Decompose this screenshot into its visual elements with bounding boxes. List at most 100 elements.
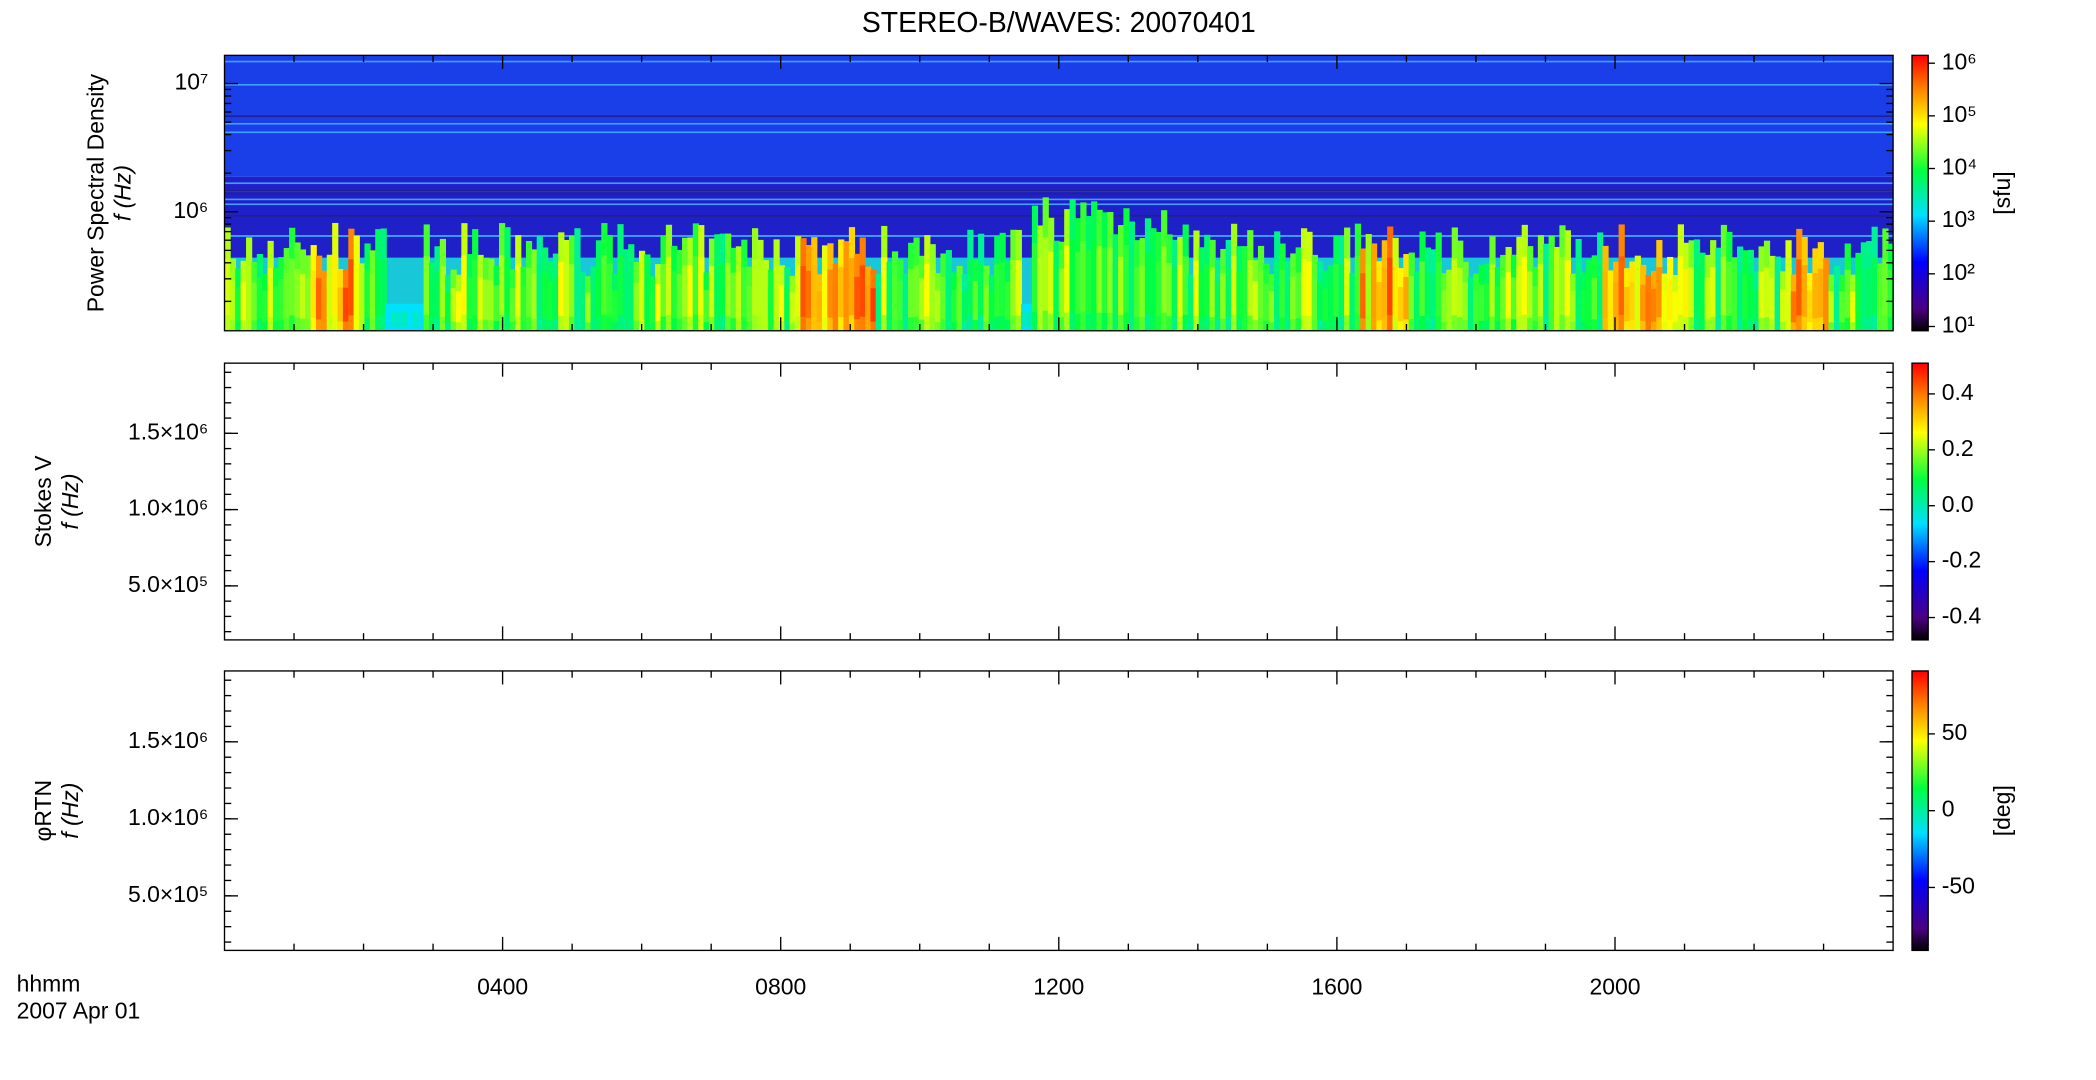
spectrogram-core bbox=[935, 290, 942, 323]
spectrogram-core bbox=[1806, 290, 1814, 323]
y-tick-label: 1.0×10⁶ bbox=[128, 495, 208, 521]
colorbar-tick-label: 10¹ bbox=[1942, 312, 1976, 338]
spectrogram-core bbox=[423, 256, 430, 315]
spectrogram-core bbox=[1177, 265, 1184, 317]
spectrogram-core bbox=[961, 290, 969, 323]
spectrogram-core bbox=[1295, 272, 1302, 319]
spectrogram-core bbox=[1704, 277, 1711, 320]
spectrogram-core bbox=[1290, 276, 1297, 320]
spectrogram-core bbox=[1257, 271, 1265, 319]
spectrogram-core bbox=[1123, 244, 1130, 313]
spectrogram-core bbox=[563, 267, 570, 318]
spectrogram-core bbox=[1510, 277, 1518, 320]
spectrogram-core bbox=[1575, 266, 1582, 317]
spectrogram-core bbox=[988, 291, 996, 323]
spectrogram-core bbox=[1623, 286, 1631, 322]
spectrogram-core bbox=[520, 285, 527, 322]
spectrogram-core bbox=[1354, 255, 1362, 315]
spectrogram-core bbox=[1247, 260, 1254, 316]
y-axis-label: φRTN bbox=[30, 780, 56, 842]
spectrogram-core bbox=[1284, 281, 1292, 321]
spectrogram-core bbox=[1392, 265, 1399, 317]
spectrogram-core bbox=[870, 288, 877, 322]
spectrogram-core bbox=[1543, 269, 1550, 318]
spectrogram-core bbox=[283, 272, 290, 319]
spectrogram-core bbox=[1559, 256, 1566, 315]
spectrogram-core bbox=[1446, 288, 1453, 322]
spectrogram-core bbox=[649, 292, 656, 323]
spectrogram-core bbox=[1037, 257, 1044, 315]
spectrogram-core bbox=[1640, 284, 1647, 321]
spectrogram-core bbox=[617, 256, 624, 315]
plot-frame bbox=[223, 670, 1894, 952]
spectrogram-core bbox=[229, 280, 237, 320]
spectrogram-core bbox=[1602, 271, 1609, 319]
x-tick-label: 0800 bbox=[755, 973, 806, 999]
spectrogram-core bbox=[316, 278, 323, 320]
spectrogram-core bbox=[342, 287, 350, 322]
spectrogram-core bbox=[525, 267, 533, 318]
spectrogram-core bbox=[757, 267, 764, 318]
spectrogram-core bbox=[493, 285, 500, 322]
spectrogram-line bbox=[224, 198, 1894, 201]
spectrogram-core bbox=[1553, 272, 1561, 319]
spectrogram-core bbox=[1597, 261, 1604, 317]
spectrogram-core bbox=[1263, 283, 1270, 321]
spectrogram-core bbox=[1656, 267, 1663, 318]
spectrogram-line bbox=[224, 182, 1894, 185]
spectrogram-core bbox=[908, 269, 915, 318]
spectrogram-core bbox=[1279, 269, 1286, 318]
spectrogram-core bbox=[773, 266, 780, 318]
spectrogram-core bbox=[272, 286, 280, 322]
spectrogram-core bbox=[1182, 256, 1189, 315]
spectrogram-core bbox=[1521, 256, 1528, 315]
spectrogram-line bbox=[224, 235, 1894, 237]
spectrogram-core bbox=[364, 269, 371, 318]
spectrogram-core bbox=[1823, 280, 1830, 320]
spectrogram-core bbox=[1817, 268, 1824, 318]
spectrogram-core bbox=[1306, 261, 1313, 316]
spectrogram-core bbox=[1053, 267, 1060, 318]
spectrogram-core bbox=[1128, 254, 1135, 315]
spectrogram-core bbox=[1796, 259, 1803, 316]
colorbar bbox=[1911, 362, 1929, 641]
spectrogram-core bbox=[703, 289, 710, 323]
colorbar bbox=[1911, 54, 1929, 332]
spectrogram-core bbox=[289, 258, 296, 316]
spectrogram-core bbox=[1473, 290, 1480, 323]
spectrogram-core bbox=[1419, 261, 1426, 316]
spectrogram-core bbox=[590, 285, 597, 322]
spectrogram-core bbox=[1532, 286, 1539, 322]
y-axis-label: f (Hz) bbox=[57, 783, 83, 839]
plot-frame bbox=[223, 362, 1894, 641]
spectrogram-core bbox=[622, 273, 630, 319]
spectrogram-core bbox=[1785, 267, 1792, 318]
spectrogram-core bbox=[1607, 288, 1615, 322]
spectrogram-core bbox=[536, 264, 543, 317]
spectrogram-core bbox=[1645, 291, 1652, 323]
spectrogram-core bbox=[1134, 267, 1141, 318]
spectrogram-core bbox=[1720, 256, 1728, 315]
spectrogram-core bbox=[1451, 258, 1458, 316]
spectrogram-core bbox=[412, 311, 420, 327]
spectrogram-core bbox=[1850, 291, 1857, 323]
spectrogram-line bbox=[224, 192, 1894, 195]
spectrogram-core bbox=[1327, 284, 1335, 321]
spectrogram-core bbox=[945, 274, 952, 319]
spectrogram-core bbox=[741, 266, 748, 318]
spectrogram-core bbox=[450, 288, 457, 322]
spectrogram-core bbox=[1155, 261, 1162, 316]
spectrogram-core bbox=[1661, 290, 1668, 323]
spectrogram-core bbox=[735, 271, 743, 319]
spectrogram-core bbox=[1672, 291, 1679, 323]
y-tick-label: 10⁶ bbox=[173, 197, 208, 223]
spectrogram-core bbox=[929, 270, 936, 318]
spectrogram-core bbox=[1376, 282, 1383, 321]
x-axis-label: hhmm bbox=[17, 971, 81, 997]
spectrogram-core bbox=[999, 262, 1006, 317]
spectrogram-core bbox=[531, 273, 538, 319]
spectrogram-core bbox=[1699, 276, 1706, 320]
colorbar bbox=[1911, 670, 1929, 952]
spectrogram-core bbox=[1058, 268, 1065, 318]
spectrogram-core bbox=[1193, 260, 1200, 316]
